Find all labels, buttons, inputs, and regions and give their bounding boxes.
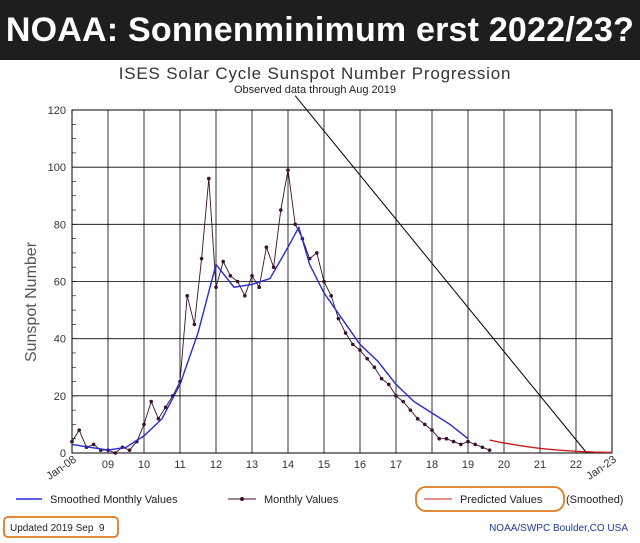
x-tick-label-12: 20 <box>498 459 510 471</box>
legend-monthly-label: Monthly Values <box>264 494 339 506</box>
monthly-point-57 <box>480 445 485 450</box>
annotation-diagonal-line <box>294 95 588 454</box>
monthly-point-21 <box>221 259 225 264</box>
monthly-point-56 <box>473 442 478 447</box>
legend-predicted-highlight <box>415 486 565 512</box>
monthly-point-40 <box>358 348 362 352</box>
y-tick-label-80: 80 <box>54 219 66 231</box>
monthly-point-25 <box>250 273 254 278</box>
y-tick-label-0: 0 <box>60 448 66 460</box>
y-tick-label-40: 40 <box>54 334 66 346</box>
monthly-point-52 <box>444 436 449 441</box>
chart-title: ISES Solar Cycle Sunspot Number Progress… <box>119 64 512 83</box>
monthly-point-3 <box>91 442 96 447</box>
monthly-point-0 <box>70 439 74 444</box>
x-axis-ticks: Jan-08 09 10 11 12 13 14 15 16 17 18 19 20 21 22 Jan-23 <box>44 454 618 483</box>
monthly-point-46 <box>401 399 406 404</box>
y-axis-ticks: 0 20 40 60 80 100 120 <box>48 105 76 460</box>
monthly-point-24 <box>243 293 247 298</box>
x-tick-label-11: 19 <box>462 459 474 471</box>
monthly-point-55 <box>466 439 470 444</box>
monthly-point-18 <box>199 256 204 261</box>
x-tick-label-13: 21 <box>534 459 546 471</box>
y-axis-label: Sunspot Number <box>23 241 40 362</box>
y-tick-label-100: 100 <box>48 162 66 174</box>
monthly-point-28 <box>271 265 276 270</box>
title-banner <box>0 0 640 60</box>
monthly-point-27 <box>264 245 269 249</box>
legend-smoothed-label: Smoothed Monthly Values <box>50 494 178 506</box>
credit-text: NOAA/SWPC Boulder,CO USA <box>489 523 628 534</box>
x-tick-label-10: 18 <box>426 459 438 471</box>
legend-predicted-suffix: (Smoothed) <box>566 494 623 506</box>
banner-title: NOAA: Sonnenminimum erst 2022/23? <box>5 11 635 49</box>
monthly-point-6 <box>113 451 117 455</box>
monthly-point-30 <box>286 168 290 172</box>
x-tick-label-1: 09 <box>102 459 114 471</box>
y-tick-label-120: 120 <box>48 105 66 117</box>
x-tick-label-7: 15 <box>318 459 330 471</box>
monthly-point-36 <box>329 293 334 298</box>
monthly-point-16 <box>185 293 189 298</box>
monthly-point-20 <box>214 285 218 290</box>
monthly-point-41 <box>365 356 370 361</box>
monthly-point-17 <box>192 322 197 327</box>
monthly-point-19 <box>207 176 211 181</box>
monthly-point-38 <box>343 331 348 335</box>
monthly-point-29 <box>279 208 283 212</box>
monthly-point-49 <box>423 422 427 427</box>
x-tick-label-15: Jan-23 <box>584 454 618 483</box>
series-layer <box>70 168 613 455</box>
monthly-point-22 <box>228 273 233 278</box>
monthly-point-50 <box>430 428 434 432</box>
y-tick-label-60: 60 <box>54 277 66 289</box>
monthly-point-39 <box>351 342 355 347</box>
x-tick-label-6: 14 <box>282 459 294 471</box>
x-tick-label-4: 12 <box>210 459 222 471</box>
monthly-point-58 <box>487 448 492 452</box>
monthly-point-10 <box>142 422 146 427</box>
monthly-point-45 <box>394 394 398 398</box>
series-line-smoothed-monthly-values <box>71 225 469 451</box>
monthly-point-53 <box>451 439 456 444</box>
monthly-point-35 <box>322 279 326 284</box>
monthly-point-8 <box>127 448 132 452</box>
updated-date: Updated 2019 Sep 9 <box>10 523 105 534</box>
monthly-point-34 <box>315 251 319 255</box>
legend-monthly-marker <box>240 497 244 501</box>
series-line-predicted-values <box>489 439 613 454</box>
monthly-point-43 <box>379 376 384 381</box>
legend-predicted-label: Predicted Values <box>460 494 543 506</box>
monthly-point-51 <box>437 436 442 441</box>
monthly-point-42 <box>372 365 377 370</box>
monthly-point-48 <box>415 416 420 421</box>
x-tick-label-5: 13 <box>246 459 258 471</box>
x-tick-label-9: 17 <box>390 459 402 471</box>
monthly-point-1 <box>77 428 81 432</box>
monthly-point-47 <box>408 408 413 412</box>
x-tick-label-14: 22 <box>570 459 582 471</box>
monthly-point-26 <box>257 285 262 290</box>
updated-highlight <box>3 516 119 538</box>
monthly-point-13 <box>163 405 168 410</box>
x-tick-label-2: 10 <box>138 459 150 471</box>
monthly-point-54 <box>459 442 463 447</box>
x-tick-label-8: 16 <box>354 459 366 471</box>
y-tick-label-20: 20 <box>54 391 66 403</box>
x-tick-label-3: 11 <box>174 459 185 471</box>
grid-lines <box>71 109 613 454</box>
chart-subtitle: Observed data through Aug 2019 <box>234 84 396 96</box>
monthly-point-23 <box>235 279 240 284</box>
monthly-point-11 <box>149 399 153 404</box>
monthly-point-44 <box>387 382 391 387</box>
monthly-point-31 <box>293 222 298 227</box>
monthly-point-12 <box>156 416 161 421</box>
monthly-point-37 <box>336 316 341 321</box>
